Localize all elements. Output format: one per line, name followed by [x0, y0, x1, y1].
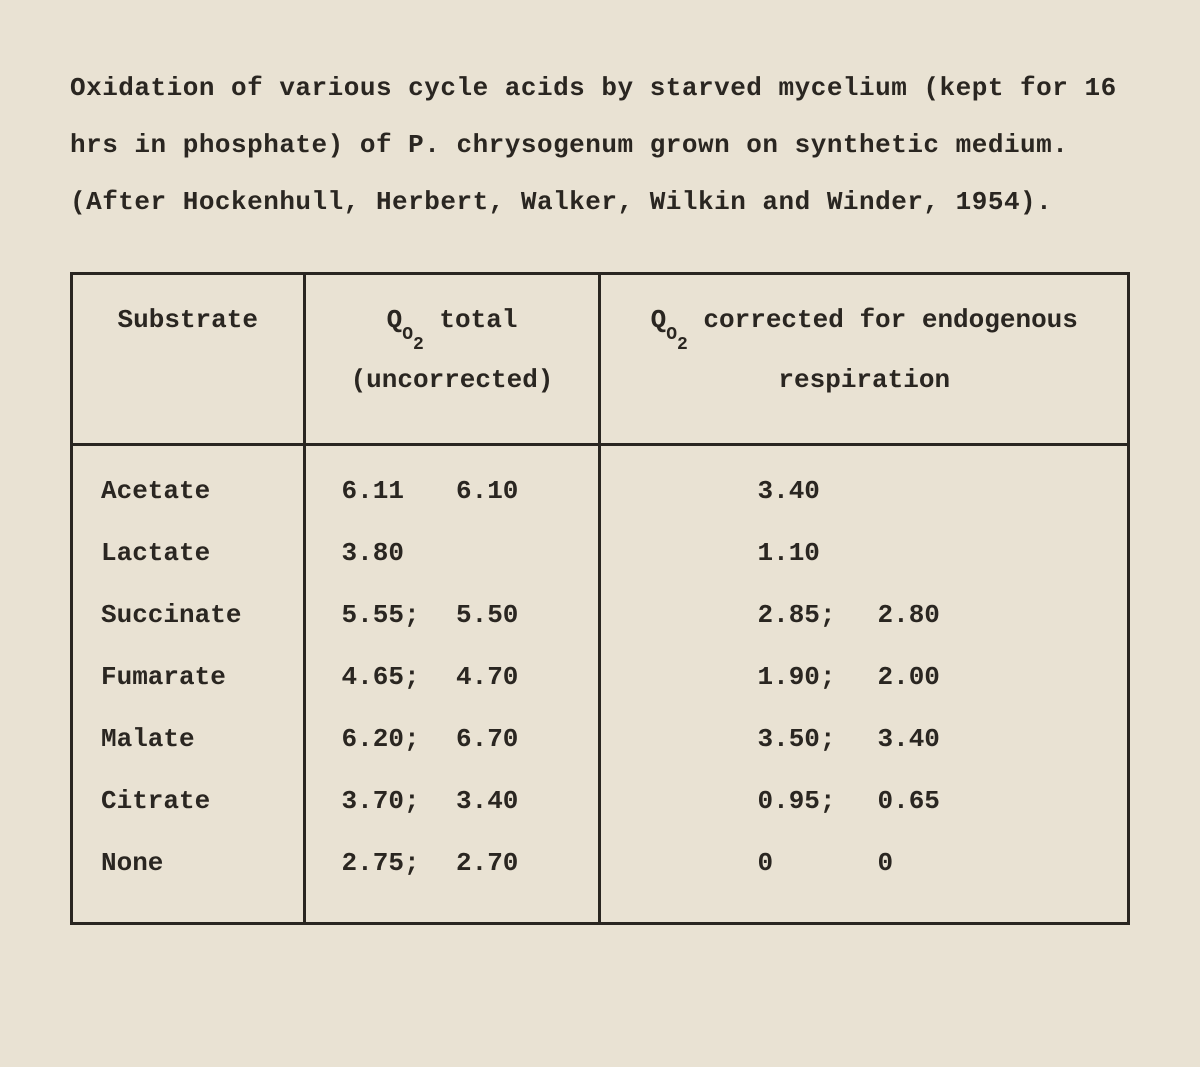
- total-value-a: 5.55;: [334, 600, 456, 630]
- corrected-value-b: [877, 476, 997, 506]
- total-cell: 3.80: [306, 538, 599, 568]
- header-total-q: Q: [387, 305, 403, 335]
- header-total: QO2 total (uncorrected): [304, 273, 600, 445]
- total-cell: 2.75;2.70: [306, 848, 599, 878]
- substrate-cell: None: [73, 848, 303, 878]
- total-cell: 4.65;4.70: [306, 662, 599, 692]
- header-corrected: QO2 corrected for endogenous respiration: [600, 273, 1129, 445]
- total-value-b: 2.70: [456, 848, 570, 878]
- corrected-column-cell: 3.401.102.85;2.801.90;2.003.50;3.400.95;…: [600, 445, 1129, 924]
- total-value-b: [456, 538, 570, 568]
- total-cell: 6.20;6.70: [306, 724, 599, 754]
- header-total-o: O: [402, 325, 413, 345]
- corrected-value-b: 2.00: [877, 662, 997, 692]
- corrected-cell: 00: [601, 848, 1127, 878]
- total-value-a: 2.75;: [334, 848, 456, 878]
- corrected-cell: 2.85;2.80: [601, 600, 1127, 630]
- total-value-b: 4.70: [456, 662, 570, 692]
- total-cell: 3.70;3.40: [306, 786, 599, 816]
- total-value-b: 6.10: [456, 476, 570, 506]
- substrate-cell: Citrate: [73, 786, 303, 816]
- table-body-row: Acetate Lactate Succinate Fumarate Malate Cit…: [72, 445, 1129, 924]
- total-column-cell: 6.116.10 3.80 5.55;5.50 4.65;4.70 6.20;6.70 3…: [304, 445, 600, 924]
- substrate-cell: Fumarate: [73, 662, 303, 692]
- header-corrected-o: O: [666, 325, 677, 345]
- header-total-post: total: [424, 305, 518, 335]
- corrected-cell: 3.50;3.40: [601, 724, 1127, 754]
- corrected-value-a: 3.40: [749, 476, 877, 506]
- substrate-cell: Lactate: [73, 538, 303, 568]
- header-corrected-post: corrected for endogenous: [688, 305, 1078, 335]
- header-corrected-q: Q: [651, 305, 667, 335]
- substrate-cell: Succinate: [73, 600, 303, 630]
- corrected-value-a: 1.10: [749, 538, 877, 568]
- total-value-b: 5.50: [456, 600, 570, 630]
- corrected-value-b: [877, 538, 997, 568]
- header-substrate: Substrate: [72, 273, 305, 445]
- corrected-value-b: 0: [877, 848, 997, 878]
- header-substrate-text: Substrate: [93, 305, 283, 335]
- corrected-value-b: 0.65: [877, 786, 997, 816]
- total-cell: 5.55;5.50: [306, 600, 599, 630]
- substrate-column-cell: Acetate Lactate Succinate Fumarate Malate Cit…: [72, 445, 305, 924]
- data-table: Substrate QO2 total (uncorrected) QO2 co…: [70, 272, 1130, 926]
- table-caption: Oxidation of various cycle acids by star…: [70, 60, 1130, 232]
- substrate-cell: Malate: [73, 724, 303, 754]
- corrected-value-a: 0.95;: [749, 786, 877, 816]
- corrected-value-a: 1.90;: [749, 662, 877, 692]
- corrected-cell: 0.95;0.65: [601, 786, 1127, 816]
- header-total-2: 2: [413, 335, 424, 355]
- total-value-b: 3.40: [456, 786, 570, 816]
- corrected-value-a: 3.50;: [749, 724, 877, 754]
- total-value-a: 6.11: [334, 476, 456, 506]
- total-cell: 6.116.10: [306, 476, 599, 506]
- corrected-cell: 3.40: [601, 476, 1127, 506]
- header-corrected-line2: respiration: [621, 365, 1107, 395]
- header-corrected-2: 2: [677, 335, 688, 355]
- header-total-line2: (uncorrected): [326, 365, 579, 395]
- total-value-a: 3.80: [334, 538, 456, 568]
- substrate-cell: Acetate: [73, 476, 303, 506]
- corrected-cell: 1.10: [601, 538, 1127, 568]
- total-value-a: 4.65;: [334, 662, 456, 692]
- corrected-value-b: 3.40: [877, 724, 997, 754]
- total-value-b: 6.70: [456, 724, 570, 754]
- corrected-value-b: 2.80: [877, 600, 997, 630]
- total-value-a: 3.70;: [334, 786, 456, 816]
- corrected-value-a: 2.85;: [749, 600, 877, 630]
- total-value-a: 6.20;: [334, 724, 456, 754]
- table-header-row: Substrate QO2 total (uncorrected) QO2 co…: [72, 273, 1129, 445]
- corrected-cell: 1.90;2.00: [601, 662, 1127, 692]
- corrected-value-a: 0: [749, 848, 877, 878]
